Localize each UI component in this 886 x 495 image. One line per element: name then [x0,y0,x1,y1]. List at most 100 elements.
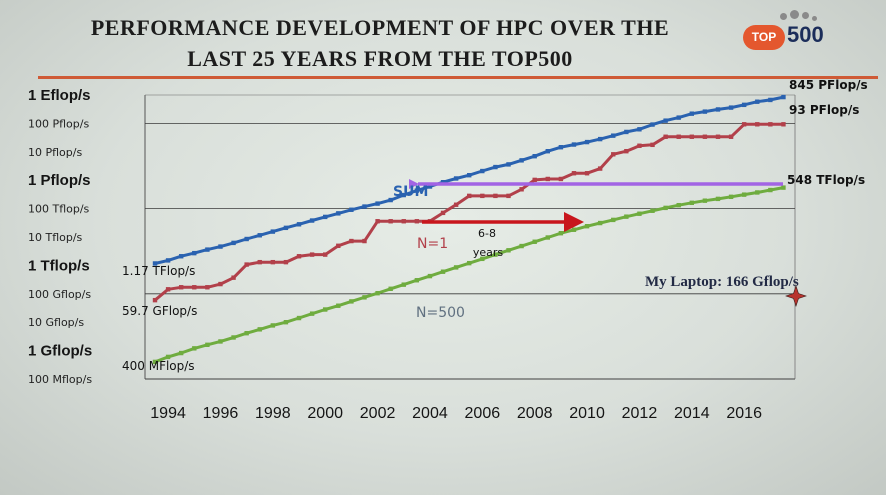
logo-dots-icon [780,10,820,24]
data-point-sum [362,204,367,209]
y-tick-label: 1 Eflop/s [28,87,91,104]
n1-series-label: N=1 [417,236,448,252]
data-point-n500 [362,295,367,300]
data-point-n1 [584,171,590,176]
n500-start-label: 400 MFlop/s [122,359,195,373]
top500-logo: TOP 500 [743,10,855,54]
data-point-sum [597,136,603,142]
data-point-sum [702,109,708,114]
data-point-sum [467,172,472,178]
y-tick-label: 10 Gflop/s [28,316,84,329]
data-point-n1 [768,122,773,127]
data-point-n500 [375,290,380,296]
data-point-n500 [611,217,616,223]
data-point-n500 [480,256,485,262]
data-point-n1 [440,210,446,216]
y-tick-label: 10 Tflop/s [28,231,83,244]
y-tick-label: 100 Pflop/s [28,117,89,130]
data-point-n1 [152,297,158,303]
data-point-sum [218,244,223,249]
data-point-n1 [244,262,249,267]
data-point-n500 [624,214,629,219]
data-point-n1 [597,166,603,171]
laptop-star-icon [785,285,807,307]
data-point-sum [270,229,276,234]
data-point-n500 [467,260,472,266]
x-tick-label: 1998 [255,405,291,422]
data-point-sum [440,180,446,185]
data-point-n500 [650,208,655,213]
data-point-sum [375,201,380,206]
x-tick-label: 2014 [674,405,710,422]
data-point-sum [257,233,262,238]
x-tick-label: 1996 [203,405,239,422]
x-tick-label: 2004 [412,405,448,422]
years-label-line1: 6-8 [478,227,496,240]
data-point-sum [178,254,184,259]
x-tick-label: 2006 [465,405,501,422]
data-point-sum [427,184,433,189]
data-point-sum [453,176,459,181]
data-point-n1 [676,134,681,139]
data-point-n500 [192,346,197,351]
data-point-n1 [611,152,616,157]
data-point-n500 [506,248,511,253]
data-point-n1 [624,148,629,154]
data-point-n500 [205,342,210,348]
title-line-1: PERFORMANCE DEVELOPMENT OF HPC OVER THE [90,15,670,40]
data-point-n500 [519,243,524,249]
data-point-n500 [702,198,708,203]
data-point-sum [611,133,616,138]
x-tick-label: 2008 [517,405,553,422]
logo-number: 500 [787,22,824,47]
data-point-n500 [296,315,302,321]
data-point-n500 [427,273,433,279]
data-point-sum [532,153,537,159]
data-point-n500 [414,278,420,283]
x-tick-label: 2010 [569,405,605,422]
data-point-n500 [401,282,406,287]
data-point-n500 [165,354,171,360]
data-point-n500 [663,205,668,211]
years-label-line2: years [473,246,504,259]
data-point-n1 [388,219,393,224]
n1-end-label: 93 PFlop/s [789,103,859,117]
data-point-n500 [453,265,459,270]
data-point-n500 [571,227,577,232]
data-point-sum [663,118,668,123]
title-underline [38,76,878,79]
data-point-n500 [244,330,249,336]
data-point-n1 [453,202,459,207]
y-tick-label: 100 Mflop/s [28,373,92,386]
data-point-n1 [192,285,197,290]
data-point-n1 [689,134,695,139]
data-point-n1 [493,193,498,199]
data-point-n500 [218,339,223,344]
data-point-sum [715,107,721,112]
data-point-n1 [283,259,289,265]
title-line-2: LAST 25 YEARS FROM THE TOP500 [187,46,573,71]
data-point-sum [309,218,315,223]
data-point-n500 [781,185,786,190]
x-tick-label: 2000 [307,405,343,422]
logo-badge: TOP [743,25,785,50]
laptop-label: My Laptop: 166 Gflop/s [645,274,799,290]
data-point-sum [388,197,393,203]
data-point-n500 [257,327,262,332]
x-tick-label: 2012 [622,405,658,422]
data-point-sum [624,129,629,135]
data-point-n1 [401,219,406,224]
data-point-sum [571,142,577,147]
data-point-n500 [323,307,328,312]
data-point-n500 [597,220,603,226]
data-point-n500 [689,200,695,206]
data-point-n1 [375,219,380,224]
data-point-n1 [336,243,341,248]
data-point-n500 [336,303,341,308]
data-point-sum [676,115,681,120]
data-point-n500 [440,269,446,274]
data-point-n500 [231,335,236,340]
data-point-n1 [663,134,668,139]
x-tick-label: 1994 [150,405,186,422]
data-point-n500 [741,192,747,197]
